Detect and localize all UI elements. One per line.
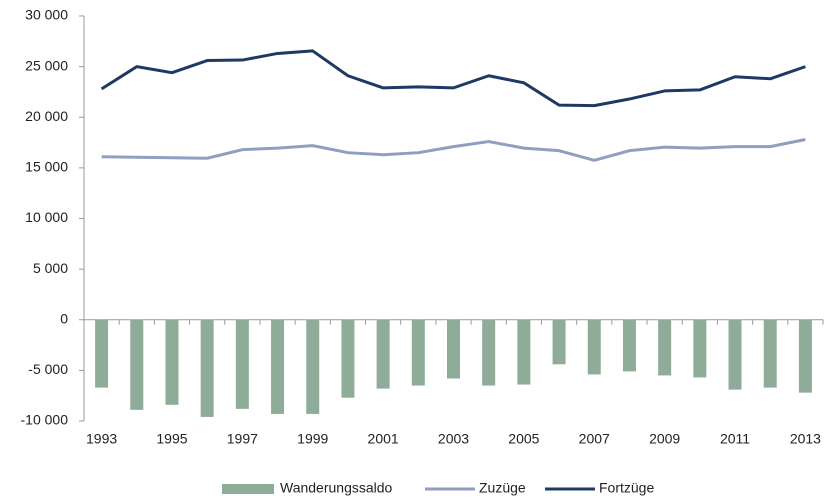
bar [517, 319, 531, 385]
x-tick-label: 2005 [508, 431, 539, 447]
y-tick-label: 5 000 [33, 260, 68, 276]
bar [271, 319, 285, 414]
x-tick-label: 2003 [438, 431, 469, 447]
legend-label: Wanderungssaldo [280, 480, 393, 496]
legend-swatch [222, 484, 274, 494]
x-tick-label: 2001 [368, 431, 399, 447]
bar [587, 319, 601, 375]
y-tick-label: 10 000 [25, 209, 68, 225]
legend-label: Fortzüge [599, 480, 654, 496]
bar [658, 319, 672, 376]
bar [622, 319, 636, 372]
x-tick-label: 2013 [790, 431, 821, 447]
bar [447, 319, 460, 379]
x-tick-label: 2007 [579, 431, 610, 447]
bar [798, 319, 812, 393]
bar [95, 319, 109, 388]
bar [482, 319, 496, 386]
x-tick-label: 1997 [227, 431, 258, 447]
bar [130, 319, 144, 410]
x-tick-label: 1999 [297, 431, 328, 447]
y-tick-label: 30 000 [25, 7, 68, 23]
bar [165, 319, 179, 405]
x-tick-label: 1995 [156, 431, 187, 447]
bar [728, 319, 742, 390]
bar [341, 319, 355, 398]
bar [411, 319, 425, 386]
y-tick-label: 0 [60, 310, 68, 326]
y-tick-label: -5 000 [28, 361, 68, 377]
y-tick-label: 15 000 [25, 159, 68, 175]
bar [763, 319, 777, 388]
bar [693, 319, 707, 378]
bar [200, 319, 214, 417]
y-tick-label: 25 000 [25, 57, 68, 73]
y-tick-label: 20 000 [25, 108, 68, 124]
legend-label: Zuzüge [479, 480, 526, 496]
bar [235, 319, 249, 409]
line [100, 49, 806, 108]
bar [306, 319, 320, 414]
y-tick-label: -10 000 [21, 412, 69, 428]
x-tick-label: 1993 [86, 431, 117, 447]
x-tick-label: 2011 [720, 431, 750, 447]
x-tick-label: 2009 [649, 431, 680, 447]
bar [552, 319, 566, 365]
line [101, 138, 806, 162]
bar [376, 319, 390, 389]
